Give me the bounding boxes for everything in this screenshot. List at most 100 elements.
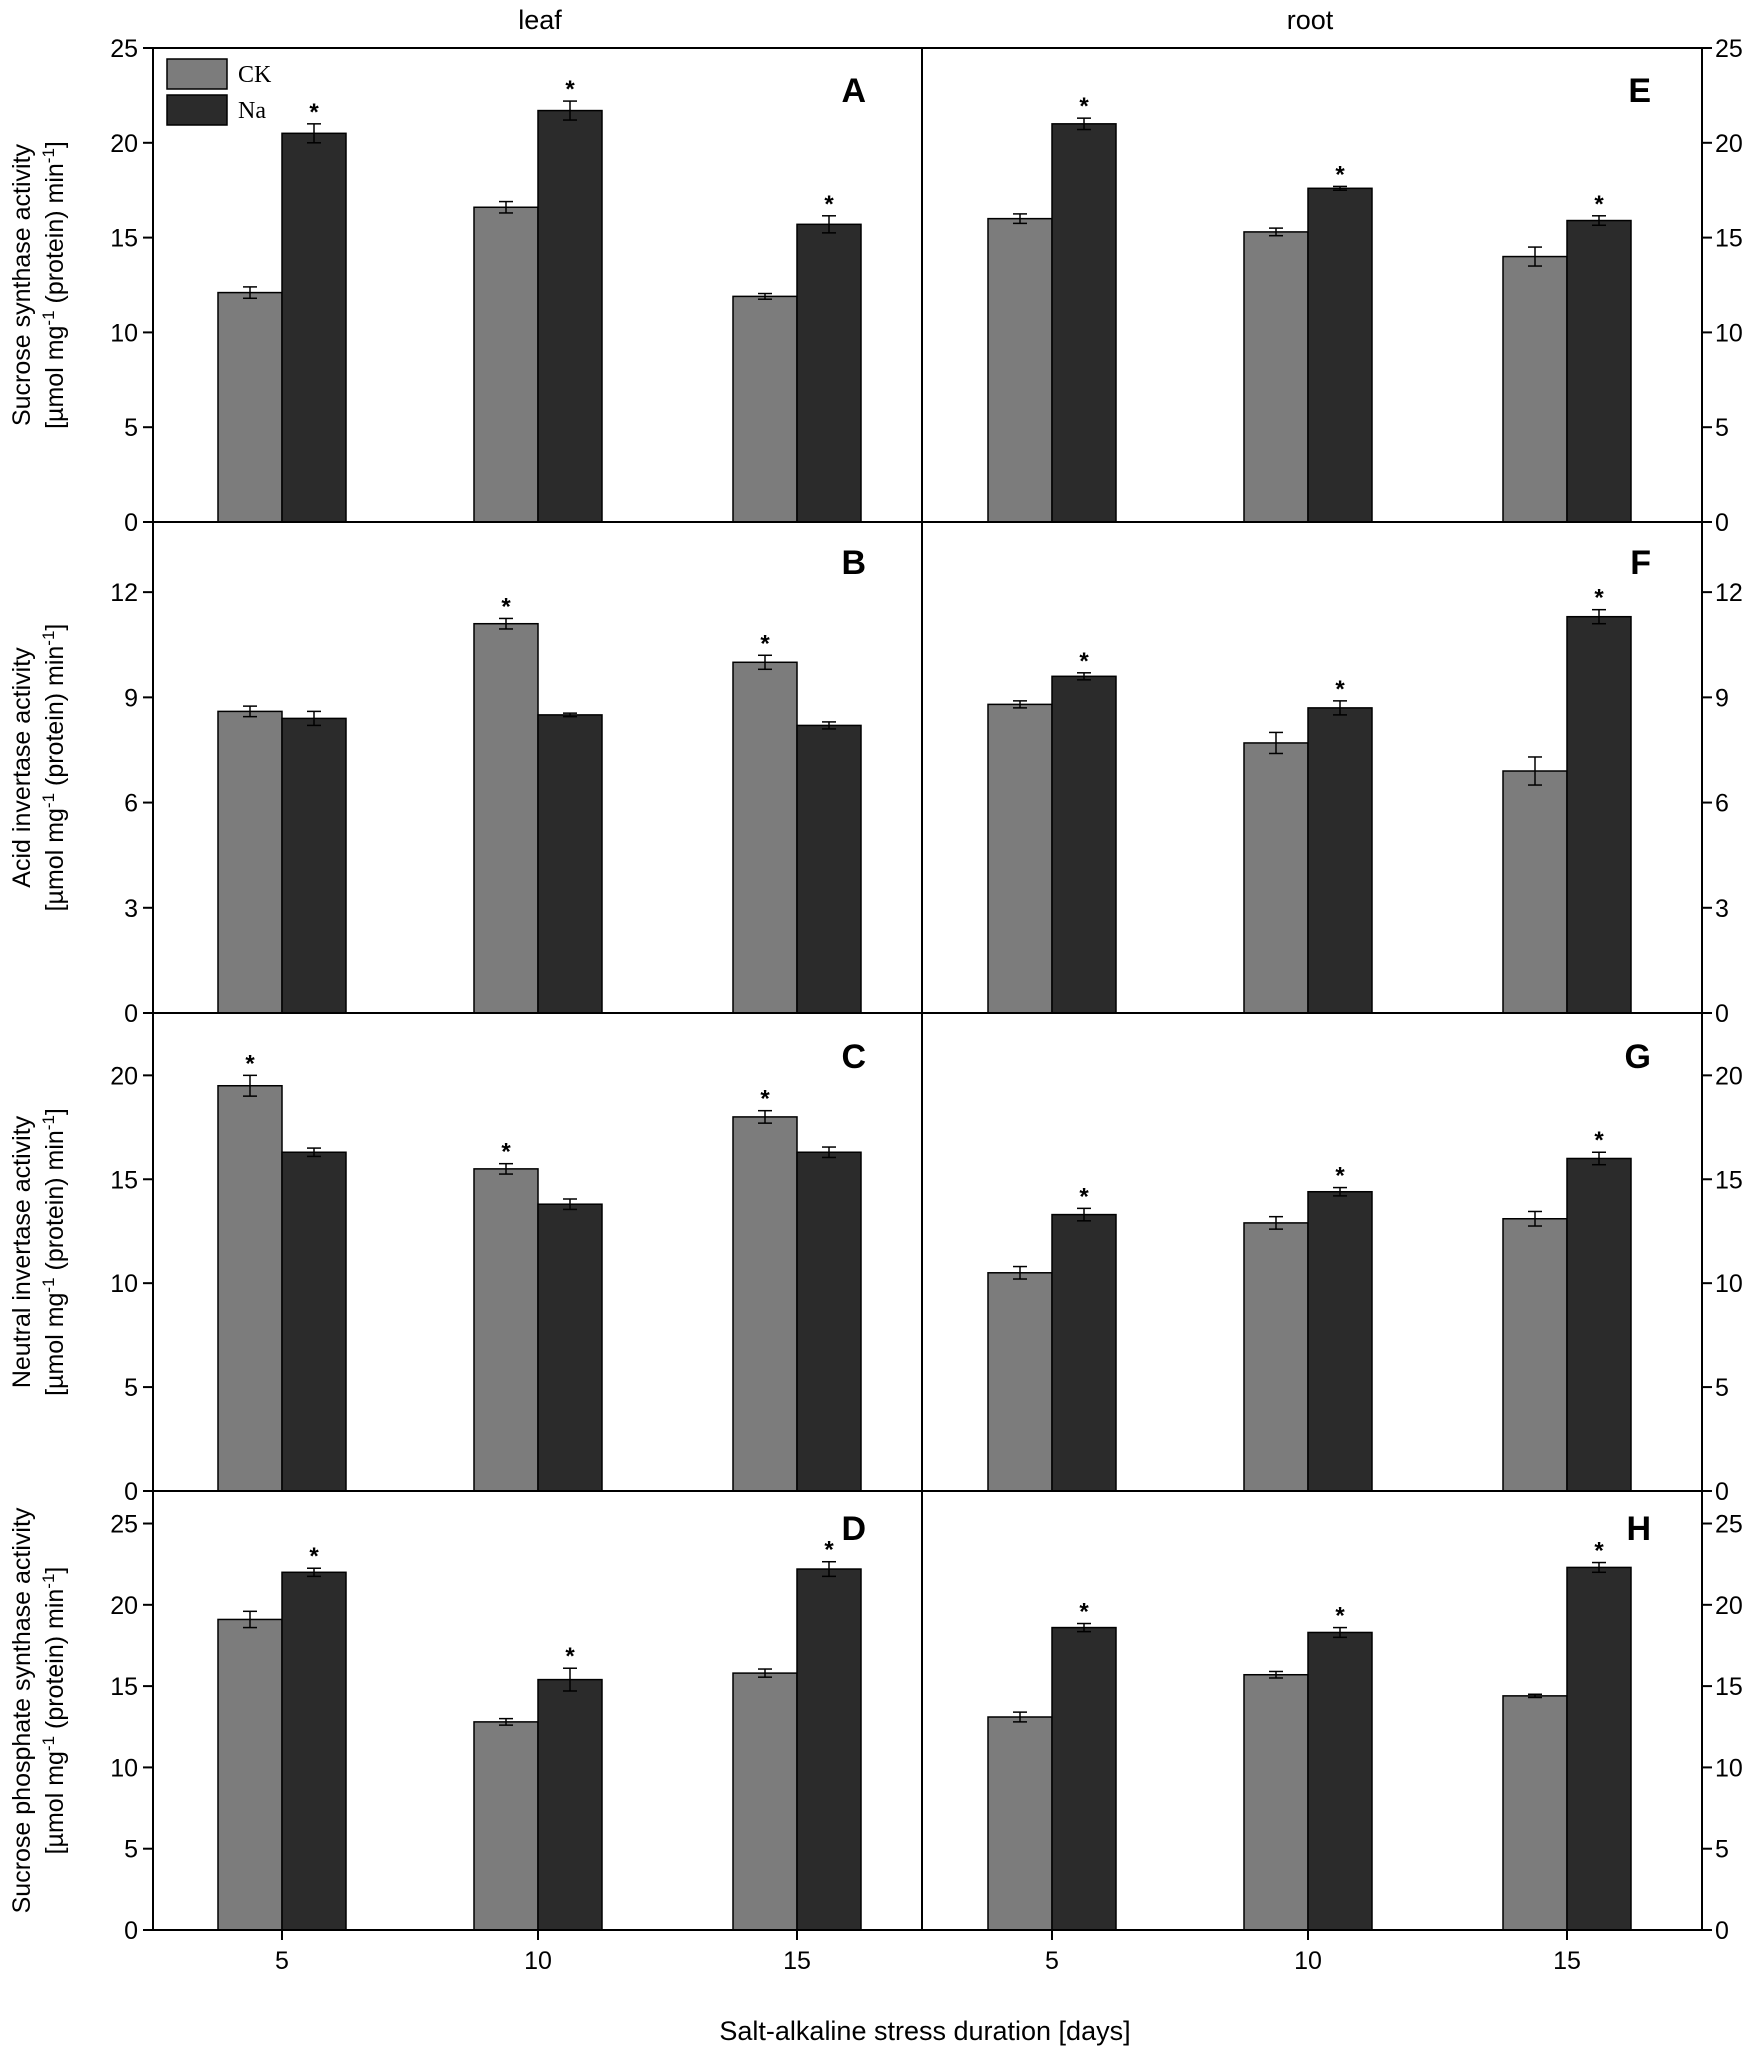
- y-tick-label: 10: [1715, 1754, 1743, 1782]
- superscript: -1: [39, 1115, 58, 1130]
- label-segment: ]: [41, 1108, 69, 1115]
- significance-star: *: [565, 76, 575, 103]
- label-segment: [µmol mg: [41, 808, 69, 911]
- y-tick-label: 20: [110, 130, 138, 158]
- significance-star: *: [1335, 1163, 1345, 1190]
- y-tick-label: 0: [124, 1478, 138, 1506]
- y-tick-label: 9: [124, 684, 138, 712]
- y-axis-label-line2-row4: [µmol mg-1 (protein) min-1]: [39, 1567, 69, 1855]
- y-tick-label: 10: [110, 1270, 138, 1298]
- y-tick-label: 0: [124, 1000, 138, 1028]
- superscript: -1: [39, 148, 58, 163]
- panel-letter-F: F: [1630, 544, 1651, 582]
- y-tick-label: 10: [1715, 319, 1743, 347]
- label-segment: ]: [41, 141, 69, 148]
- y-tick-label: 5: [124, 414, 138, 442]
- bar-G-na-10: [1307, 1190, 1373, 1492]
- label-segment: [µmol mg: [41, 1751, 69, 1854]
- x-tick-label-root-15: 15: [1553, 1947, 1581, 1975]
- y-tick-label: 15: [110, 225, 138, 253]
- label-segment: (protein) min: [41, 646, 69, 793]
- y-tick-label: 25: [110, 1511, 138, 1539]
- superscript: -1: [39, 1574, 58, 1589]
- bar-C-na-15: [796, 1151, 862, 1492]
- y-tick-label: 25: [1715, 1511, 1743, 1539]
- bar-D-ck-5: [217, 1618, 283, 1931]
- panel-letter-A: A: [841, 72, 866, 110]
- y-tick-label: 0: [1715, 1917, 1729, 1945]
- panel-letter-G: G: [1625, 1038, 1651, 1076]
- significance-star: *: [565, 1643, 575, 1670]
- label-segment: (protein) min: [41, 1130, 69, 1277]
- bar-F-na-15: [1566, 615, 1632, 1014]
- panel-frame-H: [921, 1490, 1703, 1931]
- significance-star: *: [1594, 1127, 1604, 1154]
- y-tick-label: 10: [110, 319, 138, 347]
- bar-A-na-10: [537, 109, 603, 523]
- panel-letter-C: C: [841, 1038, 866, 1076]
- y-tick-label: 15: [1715, 225, 1743, 253]
- bars-layer: [166, 58, 1632, 1931]
- bar-G-ck-15: [1502, 1217, 1568, 1492]
- y-tick-label: 20: [110, 1592, 138, 1620]
- bar-C-na-10: [537, 1203, 603, 1492]
- bar-H-ck-15: [1502, 1695, 1568, 1931]
- bar-H-na-15: [1566, 1566, 1632, 1931]
- bar-A-na-15: [796, 223, 862, 523]
- bar-H-na-10: [1307, 1631, 1373, 1931]
- bar-A-ck-15: [732, 295, 798, 523]
- y-axis-label-line2-row1: [µmol mg-1 (protein) min-1]: [39, 141, 69, 429]
- y-tick-label: 5: [1715, 1836, 1729, 1864]
- y-tick-label: 3: [1715, 895, 1729, 923]
- legend-label-ck: CK: [238, 62, 272, 88]
- x-tick-label-leaf-15: 15: [783, 1947, 811, 1975]
- legend-swatch-na: [166, 94, 228, 126]
- bar-B-ck-5: [217, 710, 283, 1014]
- bar-D-na-15: [796, 1568, 862, 1931]
- bar-F-na-5: [1051, 675, 1117, 1014]
- significance-star: *: [309, 99, 319, 126]
- y-tick-label: 0: [1715, 1478, 1729, 1506]
- y-tick-label: 6: [1715, 790, 1729, 818]
- bar-F-ck-15: [1502, 770, 1568, 1014]
- label-segment: (protein) min: [41, 1589, 69, 1736]
- bar-B-na-15: [796, 724, 862, 1014]
- superscript: -1: [39, 1277, 58, 1292]
- label-segment: [µmol mg: [41, 1293, 69, 1396]
- y-tick-label: 0: [1715, 509, 1729, 537]
- bar-A-na-5: [281, 132, 347, 523]
- y-tick-label: 15: [1715, 1166, 1743, 1194]
- significance-star: *: [1079, 1599, 1089, 1626]
- bar-E-na-15: [1566, 219, 1632, 523]
- significance-star: *: [1594, 1538, 1604, 1565]
- significance-star: *: [1594, 191, 1604, 218]
- y-axis-label-line1-row2: Acid invertase activity: [8, 647, 36, 888]
- superscript: -1: [39, 631, 58, 646]
- label-segment: ]: [41, 1567, 69, 1574]
- significance-star: *: [1335, 1603, 1345, 1630]
- bar-A-ck-10: [473, 206, 539, 523]
- x-axis-title: Salt-alkaline stress duration [days]: [719, 2016, 1130, 2046]
- panel-letter-B: B: [841, 544, 866, 582]
- significance-star: *: [1079, 648, 1089, 675]
- y-tick-label: 0: [124, 1917, 138, 1945]
- significance-star: *: [501, 1139, 511, 1166]
- bar-H-na-5: [1051, 1626, 1117, 1931]
- column-title-root: root: [1287, 5, 1334, 35]
- superscript: -1: [39, 310, 58, 325]
- significance-star: *: [760, 630, 770, 657]
- y-tick-label: 12: [1715, 579, 1743, 607]
- bar-G-na-15: [1566, 1157, 1632, 1492]
- bar-C-na-5: [281, 1151, 347, 1492]
- y-tick-label: 25: [110, 35, 138, 63]
- significance-star: *: [501, 593, 511, 620]
- bar-C-ck-10: [473, 1168, 539, 1492]
- text-layer: leaf root Salt-alkaline stress duration …: [8, 5, 1743, 2046]
- significance-star: *: [245, 1050, 255, 1077]
- significance-star: *: [824, 1537, 834, 1564]
- y-tick-label: 0: [1715, 1000, 1729, 1028]
- label-segment: [µmol mg: [41, 326, 69, 429]
- superscript: -1: [39, 1736, 58, 1751]
- y-tick-label: 5: [1715, 1374, 1729, 1402]
- bar-D-na-10: [537, 1678, 603, 1931]
